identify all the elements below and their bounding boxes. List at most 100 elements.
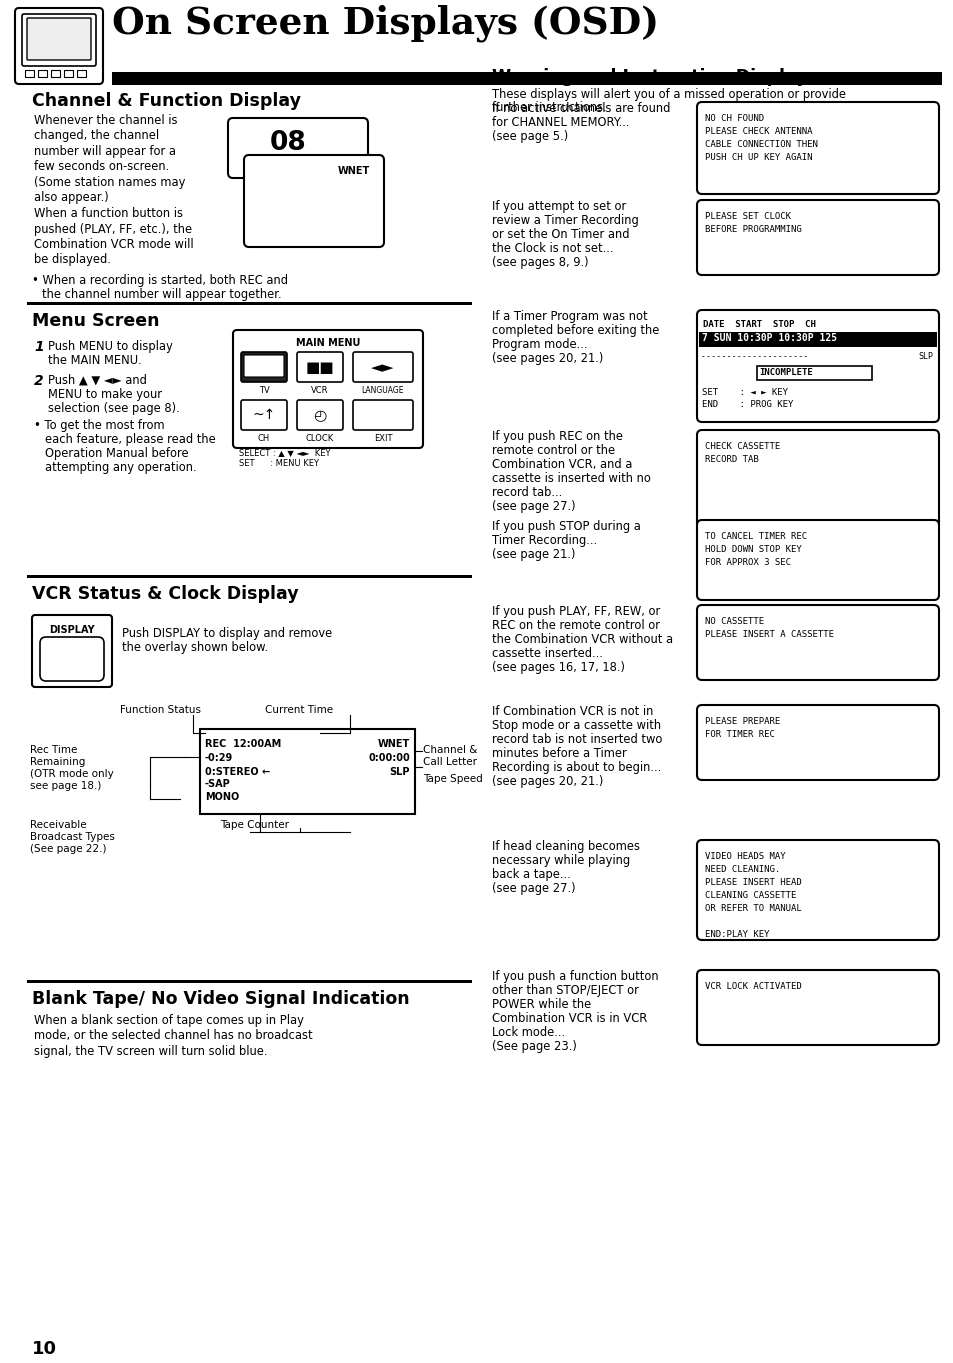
Text: When a function button is: When a function button is [34,207,183,219]
Text: record tab is not inserted two: record tab is not inserted two [492,733,661,746]
Text: - - - - - - - - - - - - - - - - - - - - -: - - - - - - - - - - - - - - - - - - - - … [701,352,806,361]
FancyBboxPatch shape [697,309,938,423]
Text: If you attempt to set or: If you attempt to set or [492,200,625,213]
Text: number will appear for a: number will appear for a [34,144,175,158]
Text: SET      : MENU KEY: SET : MENU KEY [239,459,318,468]
FancyBboxPatch shape [296,399,343,429]
Text: selection (see page 8).: selection (see page 8). [48,402,179,414]
Text: FOR TIMER REC: FOR TIMER REC [704,731,774,739]
Bar [64,70,73,76]
Text: (see page 27.): (see page 27.) [492,500,575,512]
FancyBboxPatch shape [32,615,112,687]
Text: TO CANCEL TIMER REC: TO CANCEL TIMER REC [704,532,806,541]
Text: 10: 10 [32,1340,57,1358]
Text: pushed (PLAY, FF, etc.), the: pushed (PLAY, FF, etc.), the [34,222,192,236]
FancyBboxPatch shape [228,119,368,179]
Text: If head cleaning becomes: If head cleaning becomes [492,840,639,853]
Text: Combination VCR, and a: Combination VCR, and a [492,458,632,472]
FancyBboxPatch shape [697,429,938,530]
Text: cassette inserted...: cassette inserted... [492,647,602,660]
Text: the channel number will appear together.: the channel number will appear together. [42,288,281,301]
Text: Push ▲ ▼ ◄► and: Push ▲ ▼ ◄► and [48,373,147,387]
FancyBboxPatch shape [353,399,413,429]
Text: Rec Time: Rec Time [30,746,77,755]
Text: These displays will alert you of a missed operation or provide: These displays will alert you of a misse… [492,89,845,101]
Text: PUSH CH UP KEY AGAIN: PUSH CH UP KEY AGAIN [704,153,812,162]
Text: Warning and Instruction Displays: Warning and Instruction Displays [492,68,817,86]
Text: REC  12:00AM: REC 12:00AM [205,739,281,750]
Text: Call Letter: Call Letter [422,756,476,767]
Text: If you push a function button: If you push a function button [492,970,658,983]
FancyBboxPatch shape [353,352,413,382]
Text: If Combination VCR is not in: If Combination VCR is not in [492,705,653,718]
Text: REC on the remote control or: REC on the remote control or [492,619,659,632]
Text: TV: TV [258,386,269,395]
Text: Remaining: Remaining [30,756,85,767]
Text: signal, the TV screen will turn solid blue.: signal, the TV screen will turn solid bl… [34,1045,267,1058]
FancyBboxPatch shape [241,399,287,429]
Text: the Clock is not set...: the Clock is not set... [492,243,613,255]
Text: Tape Speed: Tape Speed [422,774,482,784]
Text: for CHANNEL MEMORY...: for CHANNEL MEMORY... [492,116,629,129]
Text: CH: CH [257,433,270,443]
Text: If a Timer Program was not: If a Timer Program was not [492,309,647,323]
Text: review a Timer Recording: review a Timer Recording [492,214,639,228]
Text: END    : PROG KEY: END : PROG KEY [701,399,793,409]
Text: necessary while playing: necessary while playing [492,855,630,867]
Text: the MAIN MENU.: the MAIN MENU. [48,354,142,367]
Text: (See page 22.): (See page 22.) [30,844,107,855]
Text: MAIN MENU: MAIN MENU [295,338,360,348]
Text: If you push PLAY, FF, REW, or: If you push PLAY, FF, REW, or [492,605,659,617]
Text: -SAP: -SAP [205,780,231,789]
Text: 2: 2 [34,373,44,388]
Text: Current Time: Current Time [265,705,333,716]
FancyBboxPatch shape [697,970,938,1045]
Text: HOLD DOWN STOP KEY: HOLD DOWN STOP KEY [704,545,801,553]
Text: Blank Tape/ No Video Signal Indication: Blank Tape/ No Video Signal Indication [32,990,409,1009]
Text: changed, the channel: changed, the channel [34,129,159,143]
Text: (OTR mode only: (OTR mode only [30,769,113,780]
Text: few seconds on-screen.: few seconds on-screen. [34,161,169,173]
FancyBboxPatch shape [697,102,938,194]
Text: record tab...: record tab... [492,487,561,499]
Text: 0:STEREO ←: 0:STEREO ← [205,767,270,777]
Text: (see pages 20, 21.): (see pages 20, 21.) [492,776,602,788]
Text: Channel &: Channel & [422,746,476,755]
Text: VIDEO HEADS MAY: VIDEO HEADS MAY [704,852,785,861]
Text: Broadcast Types: Broadcast Types [30,831,114,842]
Text: the Combination VCR without a: the Combination VCR without a [492,632,673,646]
FancyBboxPatch shape [296,352,343,382]
Text: LANGUAGE: LANGUAGE [361,386,404,395]
Text: completed before exiting the: completed before exiting the [492,324,659,337]
FancyBboxPatch shape [233,330,422,448]
Text: mode, or the selected channel has no broadcast: mode, or the selected channel has no bro… [34,1029,313,1043]
FancyBboxPatch shape [15,8,103,85]
Text: NO CASSETTE: NO CASSETTE [704,617,763,626]
Bar [27,980,472,983]
Bar [757,367,871,380]
Text: (see page 27.): (see page 27.) [492,882,575,895]
Text: CHECK CASSETTE: CHECK CASSETTE [704,442,780,451]
FancyBboxPatch shape [22,14,96,65]
Text: further instructions.: further instructions. [492,101,606,114]
Text: minutes before a Timer: minutes before a Timer [492,747,626,761]
Text: PLEASE PREPARE: PLEASE PREPARE [704,717,780,726]
Bar [699,333,936,348]
Text: (see pages 8, 9.): (see pages 8, 9.) [492,256,588,269]
Text: OR REFER TO MANUAL: OR REFER TO MANUAL [704,904,801,913]
Text: -0:29: -0:29 [205,752,233,763]
Text: (see page 5.): (see page 5.) [492,129,568,143]
Text: Timer Recording...: Timer Recording... [492,534,597,547]
Text: cassette is inserted with no: cassette is inserted with no [492,472,650,485]
Text: Menu Screen: Menu Screen [32,312,159,330]
Text: Tape Counter: Tape Counter [220,821,289,830]
Text: POWER while the: POWER while the [492,998,591,1011]
Text: BEFORE PROGRAMMING: BEFORE PROGRAMMING [704,225,801,234]
Text: WNET: WNET [377,739,410,750]
Text: VCR Status & Clock Display: VCR Status & Clock Display [32,585,298,602]
Bar [51,70,60,76]
Text: 1: 1 [34,339,44,354]
Text: INCOMPLETE: INCOMPLETE [759,368,812,378]
Bar [112,72,941,85]
Text: FOR APPROX 3 SEC: FOR APPROX 3 SEC [704,557,790,567]
